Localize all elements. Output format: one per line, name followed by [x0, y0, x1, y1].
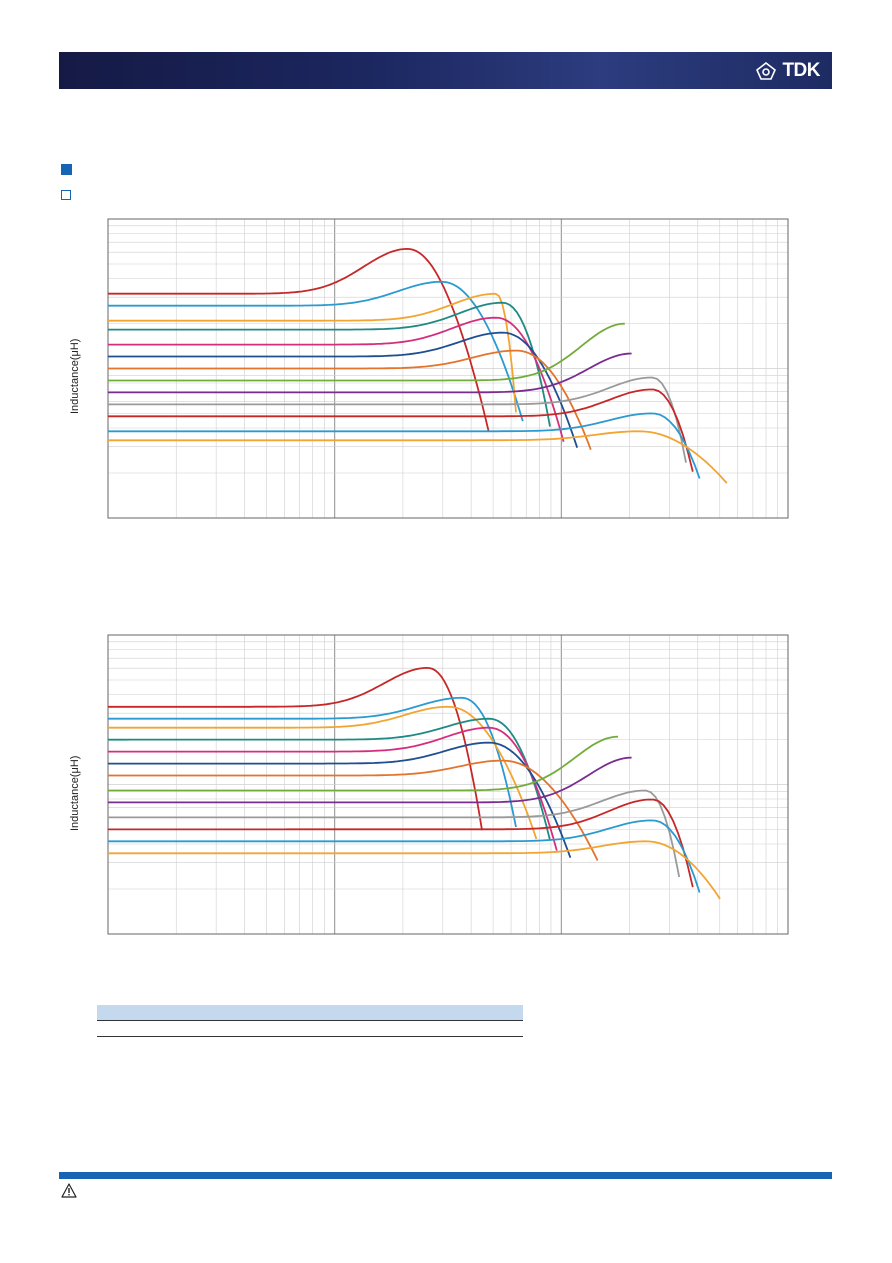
- section-bullet-filled: [61, 164, 72, 175]
- series-line-2: [108, 280, 524, 422]
- series-line-9: [108, 756, 632, 804]
- series-line-1: [108, 247, 490, 433]
- series-line-7: [108, 759, 599, 861]
- tdk-logo-icon: [756, 62, 777, 80]
- series-line-5: [108, 726, 558, 851]
- table-header: [97, 1005, 523, 1020]
- series-line-3: [108, 705, 538, 840]
- series-line-8: [108, 735, 619, 792]
- header-band: TDK: [59, 52, 832, 89]
- series-line-4: [108, 717, 551, 841]
- chart-1-plot: [107, 218, 789, 519]
- footer-band: [59, 1172, 832, 1179]
- tdk-logo: TDK: [755, 60, 820, 82]
- warning-icon: [61, 1183, 77, 1198]
- table-rule: [97, 1020, 523, 1021]
- series-line-1: [108, 666, 483, 831]
- section-bullet-outline: [61, 190, 71, 200]
- brand-text: TDK: [782, 60, 820, 81]
- chart-grid: [107, 218, 789, 519]
- chart-2-ylabel: Inductance(μH): [69, 755, 81, 831]
- series-line-10: [108, 376, 687, 463]
- series-line-11: [108, 798, 694, 888]
- series-line-7: [108, 349, 592, 451]
- series-line-13: [108, 840, 721, 900]
- chart-1-ylabel: Inductance(μH): [69, 338, 81, 414]
- series-line-13: [108, 430, 728, 484]
- table-rule: [97, 1036, 523, 1037]
- series-line-5: [108, 316, 565, 442]
- chart-1: [107, 218, 789, 519]
- series-line-6: [108, 331, 579, 448]
- chart-grid: [107, 634, 789, 935]
- series-line-2: [108, 696, 517, 828]
- chart-2: [107, 634, 789, 935]
- chart-frame: [107, 634, 789, 935]
- series-line-11: [108, 388, 694, 472]
- series-line-4: [108, 301, 551, 427]
- chart-2-plot: [107, 634, 789, 935]
- series-line-6: [108, 741, 572, 859]
- series-line-8: [108, 322, 625, 382]
- series-line-10: [108, 789, 681, 878]
- series-line-12: [108, 819, 701, 893]
- series-line-9: [108, 352, 632, 394]
- series-line-3: [108, 292, 517, 413]
- series-line-12: [108, 412, 701, 479]
